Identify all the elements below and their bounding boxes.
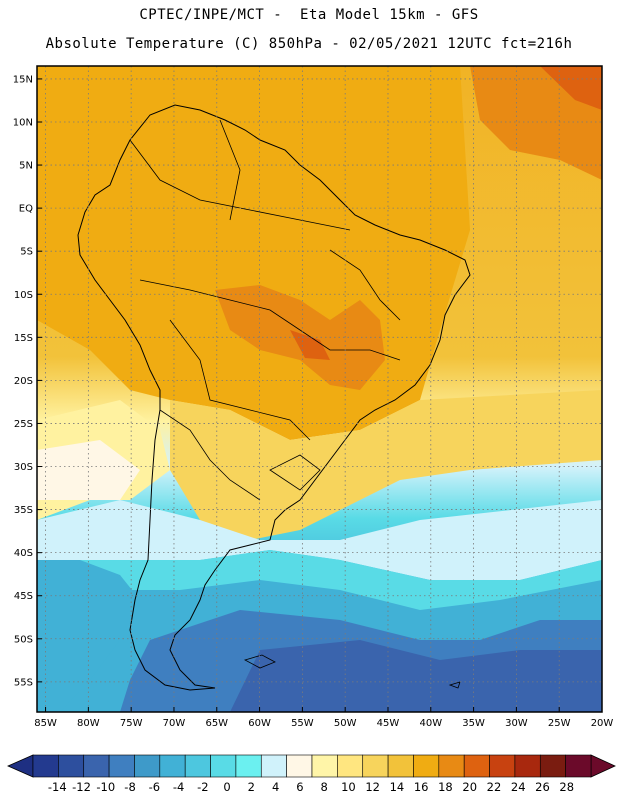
- map-title-line2: Absolute Temperature (C) 850hPa - 02/05/…: [45, 36, 573, 52]
- colorbar-swatch: [260, 754, 287, 778]
- colorbar-under-arrow: [7, 754, 34, 778]
- lon-tick-label: 60W: [248, 718, 271, 729]
- colorbar-label: 14: [390, 780, 405, 794]
- colorbar-label: 4: [272, 780, 279, 794]
- colorbar-swatch: [235, 754, 262, 778]
- lon-tick-label: 70W: [163, 718, 186, 729]
- colorbar-label: 20: [462, 780, 477, 794]
- colorbar-label: 6: [296, 780, 303, 794]
- colorbar: -14 -12 -10 -8 -6 -4 -2 0 2 4 6 8 10 12 14 16 18 20 22 24 26…: [7, 754, 616, 794]
- lon-tick-label: 75W: [120, 718, 143, 729]
- temperature-field: [37, 66, 602, 712]
- colorbar-swatch: [58, 754, 85, 778]
- lat-tick-label: EQ: [19, 204, 33, 215]
- lon-tick-label: 20W: [591, 718, 614, 729]
- colorbar-swatch: [134, 754, 161, 778]
- lat-tick-label: 45S: [14, 591, 33, 602]
- colorbar-swatch: [438, 754, 465, 778]
- lat-tick-label: 30S: [14, 462, 33, 473]
- colorbar-label: 8: [320, 780, 327, 794]
- colorbar-label: 0: [223, 780, 230, 794]
- colorbar-label: -8: [124, 780, 135, 794]
- lat-tick-label: 15N: [13, 74, 33, 85]
- colorbar-label: 26: [535, 780, 550, 794]
- lat-tick-label: 40S: [14, 548, 33, 559]
- colorbar-swatch: [83, 754, 110, 778]
- colorbar-label: -2: [197, 780, 208, 794]
- lon-tick-label: 35W: [462, 718, 485, 729]
- lon-tick-label: 80W: [77, 718, 100, 729]
- lon-tick-label: 65W: [205, 718, 228, 729]
- lat-tick-label: 35S: [14, 505, 33, 516]
- colorbar-swatch: [286, 754, 313, 778]
- colorbar-swatch: [362, 754, 389, 778]
- colorbar-swatch: [337, 754, 364, 778]
- colorbar-label: -10: [96, 780, 115, 794]
- colorbar-label: 22: [487, 780, 502, 794]
- lon-tick-label: 55W: [291, 718, 314, 729]
- lat-tick-label: 25S: [14, 419, 33, 430]
- colorbar-label: -12: [72, 780, 91, 794]
- lat-tick-label: 55S: [14, 677, 33, 688]
- colorbar-label: 2: [248, 780, 255, 794]
- colorbar-swatch: [108, 754, 135, 778]
- lat-tick-label: 20S: [14, 376, 33, 387]
- lon-tick-label: 25W: [548, 718, 571, 729]
- colorbar-swatch: [311, 754, 338, 778]
- colorbar-swatch: [210, 754, 237, 778]
- colorbar-swatch: [32, 754, 59, 778]
- colorbar-swatch: [159, 754, 186, 778]
- colorbar-swatch: [463, 754, 490, 778]
- colorbar-label: 10: [341, 780, 356, 794]
- lat-tick-label: 10S: [14, 290, 33, 301]
- colorbar-swatch: [184, 754, 211, 778]
- colorbar-label: -4: [173, 780, 184, 794]
- lon-tick-label: 30W: [505, 718, 528, 729]
- lon-tick-label: 85W: [34, 718, 57, 729]
- colorbar-swatch: [413, 754, 440, 778]
- lon-tick-label: 45W: [377, 718, 400, 729]
- lon-tick-label: 40W: [419, 718, 442, 729]
- lon-tick-label: 50W: [334, 718, 357, 729]
- axis-ticks: 15N 10N 5N EQ 5S 10S 15S 20S 25S 30S 35S 40S 45S 50S 5…: [13, 74, 614, 729]
- lat-tick-label: 10N: [13, 117, 33, 128]
- lat-tick-label: 5N: [19, 161, 33, 172]
- colorbar-swatch: [565, 754, 592, 778]
- colorbar-swatch: [387, 754, 414, 778]
- colorbar-label: 24: [511, 780, 526, 794]
- colorbar-swatch: [514, 754, 541, 778]
- colorbar-label: -6: [149, 780, 160, 794]
- colorbar-label: 12: [365, 780, 380, 794]
- lat-tick-label: 5S: [20, 247, 33, 258]
- colorbar-label: 16: [414, 780, 429, 794]
- lat-tick-label: 15S: [14, 333, 33, 344]
- colorbar-label: 28: [559, 780, 574, 794]
- colorbar-over-arrow: [590, 754, 616, 778]
- colorbar-swatch: [539, 754, 566, 778]
- map-frame: [36, 65, 603, 713]
- colorbar-label: -14: [48, 780, 67, 794]
- lat-tick-label: 50S: [14, 634, 33, 645]
- colorbar-label: 18: [438, 780, 453, 794]
- colorbar-swatch: [489, 754, 516, 778]
- map-title-line1: CPTEC/INPE/MCT - Eta Model 15km - GFS: [139, 7, 479, 23]
